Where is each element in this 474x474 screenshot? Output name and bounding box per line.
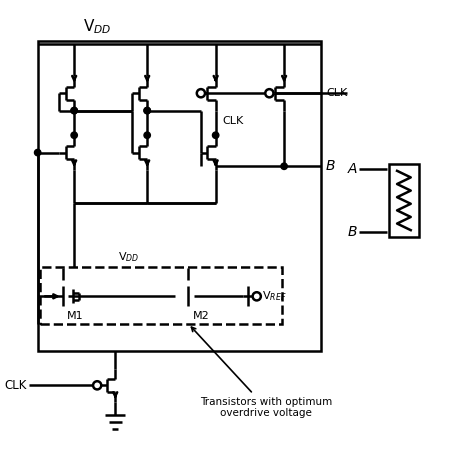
Text: CLK: CLK <box>4 379 26 392</box>
Circle shape <box>253 292 261 301</box>
Text: B: B <box>326 159 336 173</box>
Text: M1: M1 <box>67 310 84 320</box>
Text: V$_{DD}$: V$_{DD}$ <box>83 18 111 36</box>
Circle shape <box>144 108 150 114</box>
Circle shape <box>212 132 219 138</box>
Text: A: A <box>348 162 357 175</box>
Text: CLK: CLK <box>326 88 347 98</box>
Text: B: B <box>348 226 357 239</box>
Circle shape <box>71 108 77 114</box>
Circle shape <box>71 108 77 114</box>
Circle shape <box>144 132 150 138</box>
Circle shape <box>197 89 205 97</box>
Bar <box>389 164 419 237</box>
Circle shape <box>265 89 273 97</box>
Circle shape <box>35 149 41 156</box>
Circle shape <box>93 381 101 390</box>
Text: CLK: CLK <box>222 116 244 126</box>
Text: M2: M2 <box>193 310 210 320</box>
Text: Transistors with optimum
overdrive voltage: Transistors with optimum overdrive volta… <box>191 327 332 419</box>
Text: V$_{DD}$: V$_{DD}$ <box>118 251 139 264</box>
Bar <box>37 41 320 351</box>
Circle shape <box>71 132 77 138</box>
Bar <box>40 267 282 324</box>
Circle shape <box>281 163 287 170</box>
Text: V$_{REF}$: V$_{REF}$ <box>262 290 287 303</box>
Circle shape <box>144 108 150 114</box>
